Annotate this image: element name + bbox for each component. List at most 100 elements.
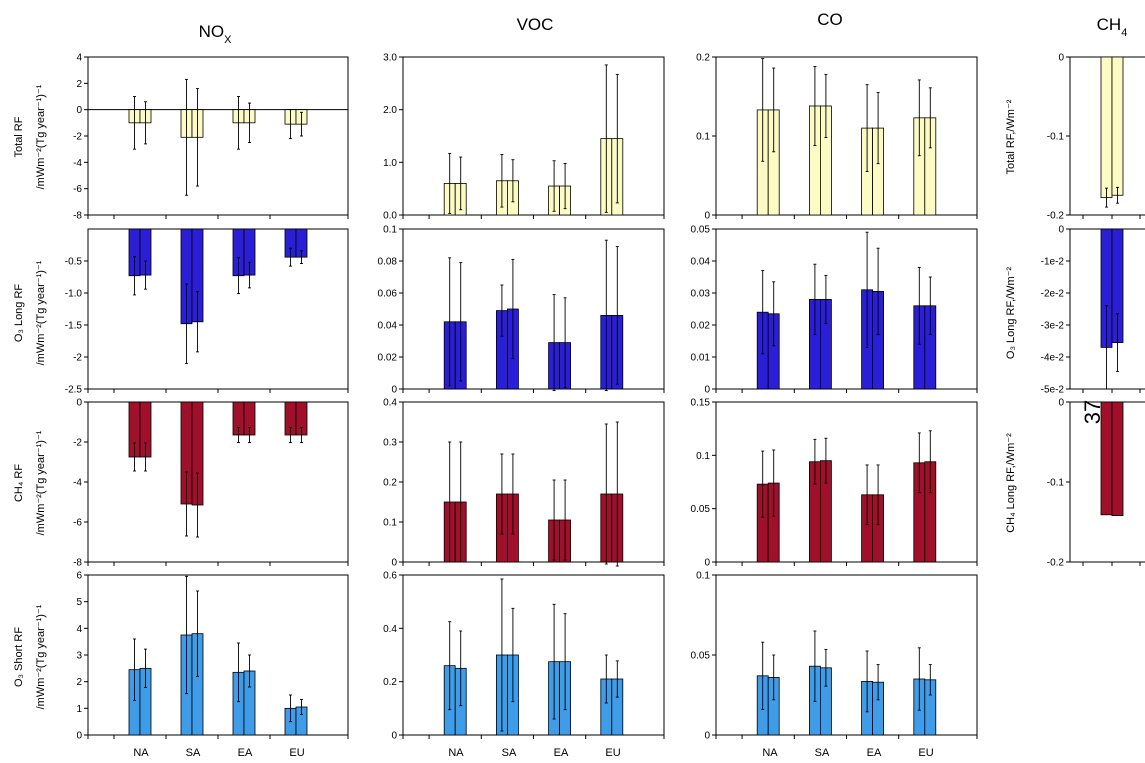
row-label-o3long-unit: /mWm⁻²(Tg year⁻¹)⁻¹ xyxy=(35,260,47,365)
panel-frame xyxy=(87,574,349,736)
x-label-sa: SA xyxy=(502,747,517,759)
row-label-o3long: O₃ Long RF xyxy=(13,284,25,343)
x-label-eu: EU xyxy=(289,747,304,759)
panel-total-rf-co: 0.2 0.1 0 xyxy=(696,53,978,222)
y-tick-label: -3e-2 xyxy=(1041,321,1065,332)
y-tick-label: 0.1 xyxy=(696,451,710,462)
y-tick-label: 0.4 xyxy=(383,624,397,635)
y-tick-label: -5e-2 xyxy=(1041,385,1065,396)
y-tick-label: -0.1 xyxy=(1047,478,1065,489)
row-label-o3short-unit: /mWm⁻²(Tg year⁻¹)⁻¹ xyxy=(35,604,47,709)
panel-frame xyxy=(87,401,349,563)
y-tick-label: 0 xyxy=(76,398,82,409)
y-tick-label: 0.04 xyxy=(691,257,711,268)
panel-frame xyxy=(402,228,665,390)
y-tick-label: -1.5 xyxy=(65,321,83,332)
panel-ch4-rf-ch4: 0 -0.1 -0.2 xyxy=(1047,398,1145,569)
panel-total-rf-nox: 4 2 0 -2 -4 -6 -8 xyxy=(73,53,349,222)
x-labels-voc: NA SA EA EU xyxy=(448,747,620,759)
y-tick-label: 4 xyxy=(76,53,82,64)
panel-o3-short-rf-co: 0.1 0.05 0 xyxy=(691,571,978,742)
y-tick-label: 3.0 xyxy=(383,53,397,64)
x-label-eu: EU xyxy=(605,747,620,759)
ch4-row-label-ch4: CH₄ Long RF,/Wm⁻² xyxy=(1005,433,1017,533)
y-tick-label: 0.2 xyxy=(383,478,397,489)
panel-o3-short-rf-voc: 0.6 0.4 0.2 0 xyxy=(383,571,665,742)
column-title-nox: NOX xyxy=(199,22,233,46)
y-tick-label: 0 xyxy=(391,558,397,569)
panel-frame xyxy=(402,56,665,216)
row-label-ch4-unit: /mWm⁻²(Tg year⁻¹)⁻¹ xyxy=(35,430,47,535)
x-label-na: NA xyxy=(448,747,464,759)
y-tick-label: 0.1 xyxy=(383,225,397,236)
y-tick-label: 0 xyxy=(391,731,397,742)
panel-o3-long-rf-co: 0.05 0.04 0.03 0.02 0.01 0 xyxy=(691,225,978,396)
y-tick-label: 2.0 xyxy=(383,105,397,116)
y-tick-label: 0 xyxy=(1058,53,1064,64)
panel-frame xyxy=(87,56,349,216)
x-label-na: NA xyxy=(762,747,778,759)
y-tick-label: -8 xyxy=(73,211,82,222)
y-tick-label: 1.0 xyxy=(383,158,397,169)
y-tick-label: -1.0 xyxy=(65,289,83,300)
panel-ch4-rf-voc: 0.4 0.3 0.2 0.1 0 xyxy=(383,398,665,569)
y-tick-label: -0.2 xyxy=(1047,558,1065,569)
column-title-co-text: CO xyxy=(817,10,843,29)
y-tick-label: 0.05 xyxy=(691,504,711,515)
ch4-row-label-total: Total RF,/Wm⁻² xyxy=(1005,99,1017,174)
panel-frame xyxy=(715,574,978,736)
y-tick-label: 0.08 xyxy=(378,257,398,268)
y-tick-label: 0 xyxy=(704,731,710,742)
x-labels-co: NA SA EA EU xyxy=(762,747,933,759)
y-tick-label: 0.2 xyxy=(696,53,710,64)
y-tick-label: 0.03 xyxy=(691,289,711,300)
y-tick-label: -8 xyxy=(73,558,82,569)
bar-ch4-2 xyxy=(1111,56,1124,196)
row-label-total: Total RF xyxy=(13,116,25,157)
panel-frame xyxy=(402,401,665,563)
y-tick-label: 0.15 xyxy=(691,398,711,409)
column-title-voc: VOC xyxy=(517,15,554,34)
row-label-ch4: CH₄ RF xyxy=(13,464,25,502)
y-tick-label: -0.5 xyxy=(65,257,83,268)
column-title-co: CO xyxy=(817,10,843,29)
x-label-ea: EA xyxy=(867,747,882,759)
y-tick-label: 0 xyxy=(391,385,397,396)
y-tick-label: 0 xyxy=(704,558,710,569)
y-tick-label: -2 xyxy=(73,438,82,449)
y-tick-label: 3 xyxy=(76,651,82,662)
y-tick-label: 0.2 xyxy=(383,677,397,688)
y-tick-label: -4 xyxy=(73,158,82,169)
y-tick-label: 0.06 xyxy=(378,289,398,300)
column-title-ch4-sub: 4 xyxy=(1121,27,1127,39)
y-tick-label: 1 xyxy=(76,704,82,715)
y-tick-label: -2 xyxy=(73,132,82,143)
y-tick-label: 0.05 xyxy=(691,651,711,662)
column-title-nox-sub: X xyxy=(224,34,232,46)
y-tick-label: -6 xyxy=(73,184,82,195)
y-tick-label: 0.1 xyxy=(383,518,397,529)
panel-frame xyxy=(87,228,349,390)
y-tick-label: 0 xyxy=(76,105,82,116)
panel-frame xyxy=(715,228,978,390)
column-title-ch4-text: CH xyxy=(1097,15,1122,34)
x-label-ea: EA xyxy=(554,747,569,759)
y-tick-label: 0 xyxy=(704,385,710,396)
panel-o3-short-rf-nox: 6 5 4 3 2 1 0 xyxy=(76,571,349,742)
y-tick-label: -2 xyxy=(73,353,82,364)
y-tick-label: 0.1 xyxy=(696,132,710,143)
x-label-na: NA xyxy=(133,747,149,759)
bar-ch4-2 xyxy=(1111,401,1124,516)
y-tick-label: -4e-2 xyxy=(1041,353,1065,364)
x-labels-nox: NA SA EA EU xyxy=(133,747,304,759)
y-tick-label: -0.2 xyxy=(1047,211,1065,222)
y-tick-label: 0.02 xyxy=(691,321,711,332)
y-tick-label: 2 xyxy=(76,677,82,688)
y-tick-label: -1e-2 xyxy=(1041,257,1065,268)
y-tick-label: 0.04 xyxy=(378,321,398,332)
y-tick-label: 0 xyxy=(1058,225,1064,236)
y-tick-label: 6 xyxy=(76,571,82,582)
y-tick-label: 0 xyxy=(76,731,82,742)
panel-frame xyxy=(715,56,978,216)
